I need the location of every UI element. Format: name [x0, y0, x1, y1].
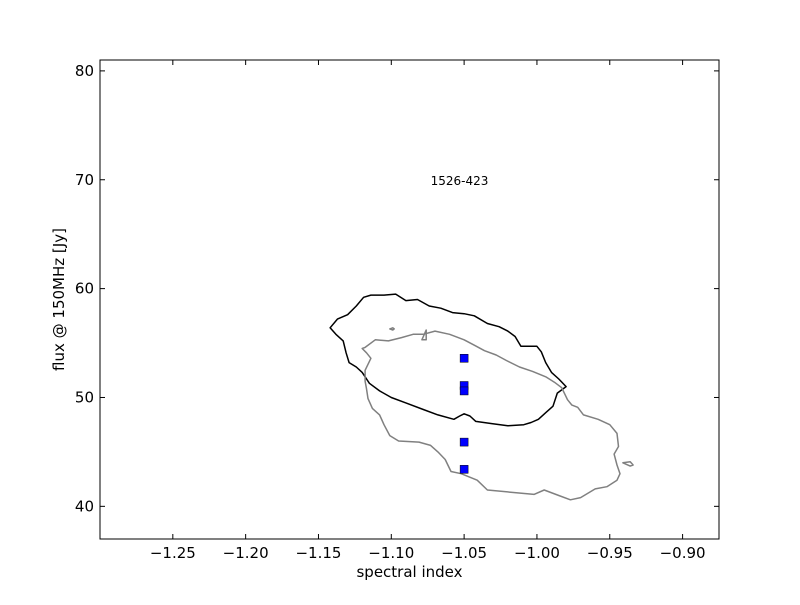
data-point-0 [459, 354, 469, 363]
x-tick-label: −1.00 [514, 544, 560, 562]
axis-ticks: −1.25 −1.20 −1.15 −1.10 −1.05 −1.00 −0.95 −0.90… [75, 60, 719, 562]
y-axis-label: flux @ 150MHz [Jy] [50, 228, 68, 371]
contour-line-4 [622, 460, 634, 467]
contour-line-3 [389, 327, 395, 331]
y-tick-label: 40 [75, 497, 94, 515]
x-axis-label: spectral index [356, 563, 462, 581]
plot-marks: 1526-423 [329, 174, 634, 501]
annotation-label: 1526-423 [431, 174, 489, 188]
x-tick-label: −1.10 [368, 544, 414, 562]
y-tick-label: 50 [75, 388, 94, 406]
data-point-4 [459, 465, 469, 474]
axes-frame [99, 59, 720, 540]
axis-labels: spectral index flux @ 150MHz [Jy] [50, 228, 463, 581]
x-tick-label: −1.25 [150, 544, 196, 562]
x-tick-label: −1.05 [441, 544, 487, 562]
data-point-2 [459, 386, 469, 396]
y-tick-label: 60 [75, 280, 94, 298]
x-tick-label: −1.20 [223, 544, 269, 562]
y-tick-label: 80 [75, 62, 94, 80]
x-tick-label: −0.95 [587, 544, 633, 562]
x-tick-label: −1.15 [295, 544, 341, 562]
contour-line-2 [421, 329, 427, 341]
y-tick-label: 70 [75, 171, 94, 189]
contour-line-0 [329, 293, 567, 427]
x-tick-label: −0.90 [660, 544, 706, 562]
data-point-3 [459, 437, 469, 447]
contour-line-1 [361, 330, 621, 501]
